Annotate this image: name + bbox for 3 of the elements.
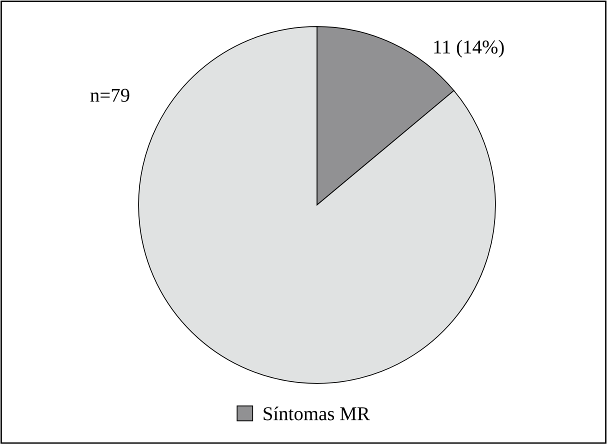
legend-label: Síntomas MR <box>264 406 370 420</box>
text: n=79 <box>90 88 130 102</box>
data-label: 11 (14%) <box>434 40 504 58</box>
